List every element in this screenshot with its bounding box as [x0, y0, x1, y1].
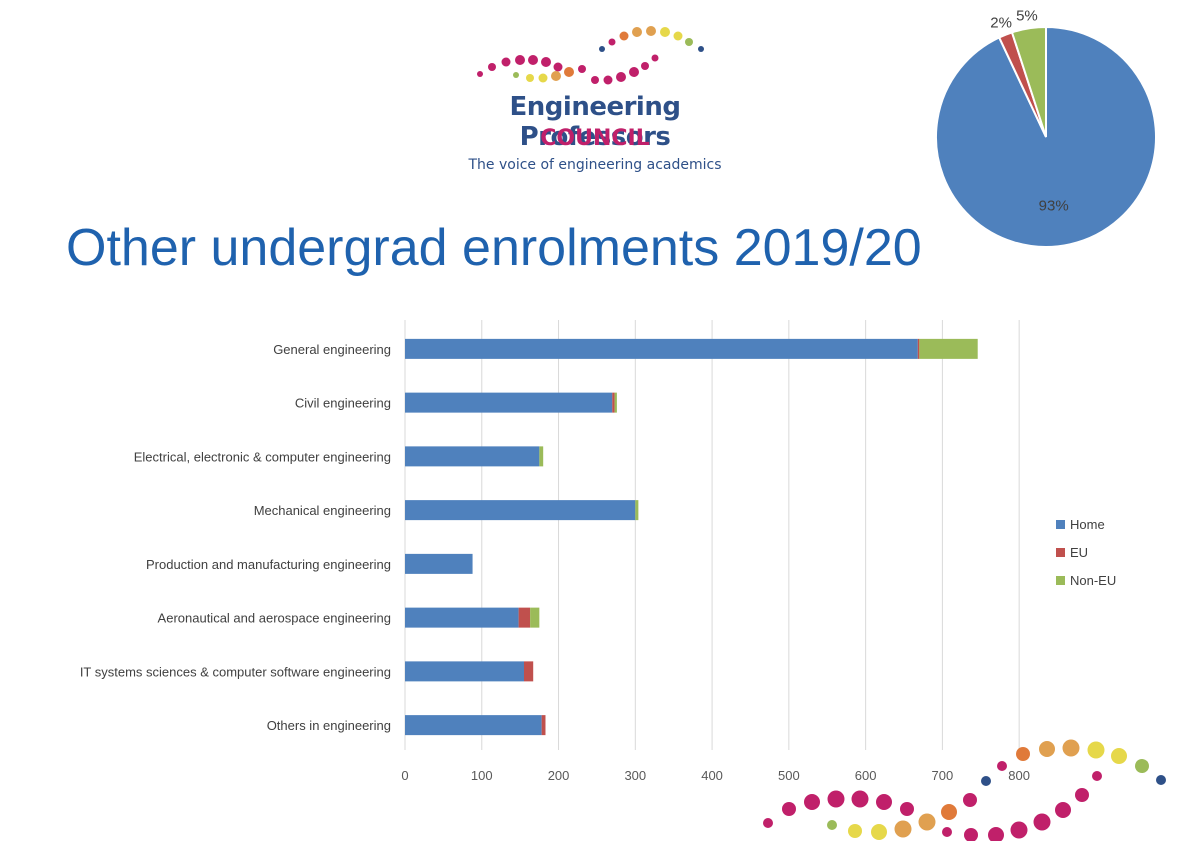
- bar-segment-eu: [523, 661, 534, 682]
- pie-data-label-eu: 2%: [990, 15, 1012, 32]
- x-tick-label-100: 100: [471, 768, 493, 783]
- bar-segment-eu: [917, 338, 920, 359]
- bar-segment-home: [405, 500, 636, 521]
- bar-segment-home: [405, 338, 918, 359]
- bar-segment-home: [405, 607, 519, 628]
- bar-segment-home: [405, 661, 524, 682]
- legend-swatch-home: [1056, 519, 1065, 529]
- pie-slice-non-eu: [1010, 25, 1047, 138]
- bar-segment-non-eu: [919, 338, 978, 359]
- logo-subtitle: COUNCIL: [540, 126, 650, 151]
- bar-segment-home: [405, 553, 473, 574]
- pie-data-label-home: 93%: [1039, 198, 1069, 215]
- bar-segment-eu: [612, 392, 615, 413]
- legend-swatch-eu: [1056, 547, 1065, 557]
- pie-chart: 93% 2% 5%: [935, 8, 1157, 248]
- y-category-label: Production and manufacturing engineering: [146, 557, 391, 572]
- legend-label-eu: EU: [1070, 544, 1089, 560]
- legend-label-non-eu: Non-EU: [1070, 572, 1117, 588]
- x-tick-label-400: 400: [701, 768, 723, 783]
- legend-item-non-eu: Non-EU: [1056, 566, 1116, 594]
- page-title: Other undergrad enrolments 2019/20: [66, 219, 922, 277]
- epc-logo: Engineering Professors COUNCIL The voice…: [430, 20, 760, 185]
- y-category-label: General engineering: [273, 342, 391, 357]
- bar-segment-non-eu: [539, 446, 544, 467]
- bar-segment-home: [405, 446, 540, 467]
- decorative-dots-graphic: [763, 739, 1166, 841]
- y-category-label: Civil engineering: [295, 396, 391, 411]
- bar-segment-eu: [518, 607, 531, 628]
- bar-chart: 0 100 200 300 400 500 600 700 800 General enginee…: [80, 320, 1030, 783]
- y-category-label: Aeronautical and aerospace engineering: [158, 611, 391, 626]
- bar-segment-non-eu: [530, 607, 540, 628]
- pie-data-label-non-eu: 5%: [1016, 8, 1038, 25]
- legend-item-home: Home: [1056, 510, 1116, 538]
- bar-segment-non-eu: [635, 500, 639, 521]
- bar-segment-non-eu: [614, 392, 617, 413]
- legend-item-eu: EU: [1056, 538, 1116, 566]
- x-tick-label-700: 700: [932, 768, 954, 783]
- bar-segment-eu: [541, 715, 546, 736]
- x-tick-label-300: 300: [624, 768, 646, 783]
- x-tick-label-200: 200: [548, 768, 570, 783]
- logo-title: Engineering Professors: [509, 92, 681, 152]
- logo-tagline: The voice of engineering academics: [468, 157, 722, 173]
- x-tick-label-500: 500: [778, 768, 800, 783]
- y-category-label: IT systems sciences & computer software …: [80, 664, 391, 679]
- chart-legend: Home EU Non-EU: [1056, 510, 1116, 594]
- y-category-label: Mechanical engineering: [254, 503, 391, 518]
- legend-swatch-non-eu: [1056, 575, 1065, 585]
- logo-dots-graphic: [477, 26, 704, 85]
- legend-label-home: Home: [1070, 516, 1105, 532]
- bar-segment-home: [405, 715, 542, 736]
- x-tick-label-600: 600: [855, 768, 877, 783]
- x-tick-label-0: 0: [401, 768, 408, 783]
- x-tick-label-800: 800: [1008, 768, 1030, 783]
- bar-segment-home: [405, 392, 613, 413]
- y-category-label: Electrical, electronic & computer engine…: [134, 449, 391, 464]
- y-category-label: Others in engineering: [267, 718, 391, 733]
